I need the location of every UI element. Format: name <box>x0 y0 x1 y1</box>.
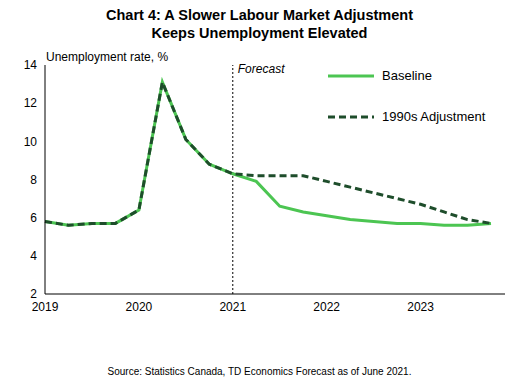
svg-text:8: 8 <box>30 173 37 187</box>
svg-text:2023: 2023 <box>407 300 434 314</box>
svg-text:10: 10 <box>24 135 38 149</box>
html-text:Source: Statistics Canada, TD: Source: Statistics Canada, TD Economics … <box>107 366 412 377</box>
svg-text:2: 2 <box>30 287 37 301</box>
svg-text:6: 6 <box>30 211 37 225</box>
svg-text:14: 14 <box>24 58 38 72</box>
svg-text:2019: 2019 <box>32 300 59 314</box>
svg-text:2022: 2022 <box>313 300 340 314</box>
svg-text:4: 4 <box>30 249 37 263</box>
svg-text:2020: 2020 <box>126 300 153 314</box>
html-text:1990s Adjustment: 1990s Adjustment <box>382 109 486 124</box>
html-text:Baseline: Baseline <box>382 68 432 83</box>
svg-text:12: 12 <box>24 96 38 110</box>
svg-text:Forecast: Forecast <box>238 62 285 76</box>
svg-text:2021: 2021 <box>219 300 246 314</box>
html-text:Unemployment rate, %: Unemployment rate, % <box>46 50 169 64</box>
html-text:Chart 4: A Slower Labour Marke: Chart 4: A Slower Labour Market Adjustme… <box>106 7 413 41</box>
